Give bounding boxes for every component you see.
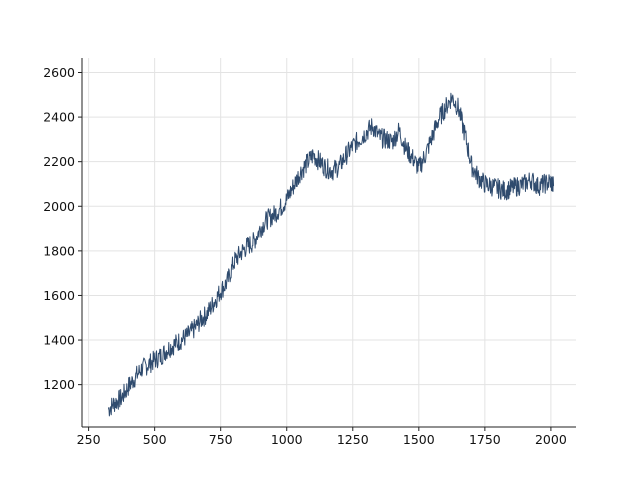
x-tick-label: 250 xyxy=(77,432,101,447)
x-tick-label: 1000 xyxy=(271,432,303,447)
series-layer xyxy=(107,92,555,417)
x-tick-label: 1500 xyxy=(403,432,435,447)
y-tick-label: 2400 xyxy=(43,110,75,125)
x-tick-label: 2000 xyxy=(535,432,567,447)
axes: 250 500 750 1000 1250 1500 1750 2000 1200 1400 160… xyxy=(43,58,576,447)
y-tick-label: 1400 xyxy=(43,333,75,348)
y-tick-label: 2000 xyxy=(43,199,75,214)
y-tick-label: 1800 xyxy=(43,243,75,258)
x-tick-label: 1250 xyxy=(337,432,369,447)
y-tick-label: 2600 xyxy=(43,65,75,80)
series-line xyxy=(107,92,555,417)
x-tick-label: 1750 xyxy=(469,432,501,447)
y-tick-label: 2200 xyxy=(43,154,75,169)
x-tick-label: 750 xyxy=(209,432,233,447)
y-tick-label: 1200 xyxy=(43,377,75,392)
y-tick-label: 1600 xyxy=(43,288,75,303)
grid xyxy=(82,58,576,427)
x-tick-label: 500 xyxy=(143,432,167,447)
